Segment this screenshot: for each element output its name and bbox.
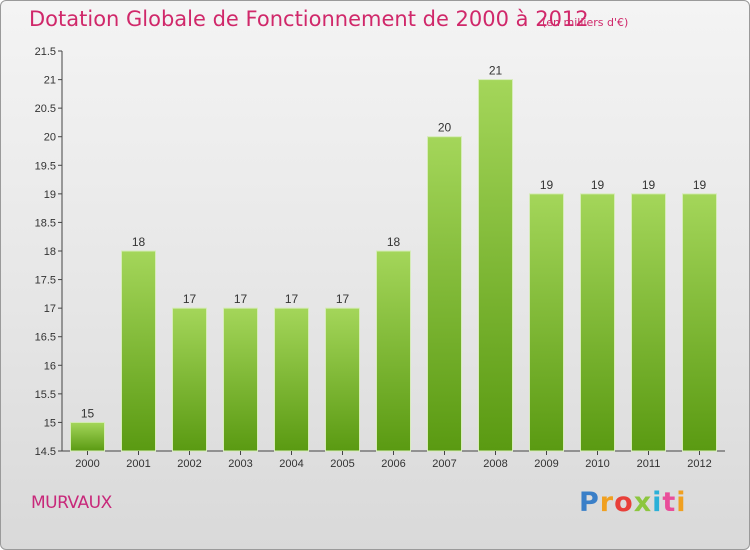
x-tick-label: 2012 <box>687 458 711 470</box>
x-ticks: 2000 2001 2002 2003 2004 2005 2006 2007 2008 2009… <box>75 451 712 470</box>
y-tick-label: 15.5 <box>35 389 56 401</box>
logo-letter: i <box>676 487 687 518</box>
x-tick-label: 2001 <box>126 458 150 470</box>
x-tick-label: 2011 <box>637 458 661 470</box>
logo-letter: t <box>662 487 677 518</box>
y-tick-label: 15 <box>44 417 56 429</box>
x-tick-label: 2007 <box>432 458 456 470</box>
value-label: 19 <box>540 178 554 192</box>
logo-letter: i <box>652 487 663 518</box>
y-tick-label: 19.5 <box>35 160 56 172</box>
y-tick-label: 16.5 <box>35 332 56 344</box>
bar-2008 <box>478 79 513 452</box>
logo-letter: P <box>579 487 600 518</box>
value-label: 15 <box>81 406 95 420</box>
bar-2009 <box>529 193 564 452</box>
y-tick-label: 18 <box>44 246 56 258</box>
y-ticks: 14.5 15 15.5 16 16.5 17 17.5 18 18.5 19 19.5 20 20.5… <box>35 46 62 458</box>
y-tick-label: 17 <box>44 303 56 315</box>
bar-2001 <box>121 250 156 452</box>
value-label: 17 <box>234 292 248 306</box>
bar-2005 <box>325 307 360 452</box>
bar-2012 <box>682 193 717 452</box>
value-label: 17 <box>183 292 197 306</box>
x-tick-label: 2010 <box>585 458 609 470</box>
y-tick-label: 19 <box>44 189 56 201</box>
y-tick-label: 16 <box>44 360 56 372</box>
bar-2004 <box>274 307 309 452</box>
y-tick-label: 20.5 <box>35 103 56 115</box>
y-tick-label: 17.5 <box>35 275 56 287</box>
value-label: 18 <box>132 235 146 249</box>
logo-letter: o <box>614 487 634 518</box>
bar-2006 <box>376 250 411 452</box>
x-tick-label: 2002 <box>177 458 201 470</box>
x-tick-label: 2008 <box>483 458 507 470</box>
chart-subtitle: (en milliers d'€) <box>542 16 629 29</box>
value-label: 17 <box>336 292 350 306</box>
y-tick-label: 18.5 <box>35 217 56 229</box>
value-label: 20 <box>438 121 452 135</box>
x-tick-label: 2000 <box>75 458 99 470</box>
city-name: MURVAUX <box>31 493 112 513</box>
logo-letter: x <box>633 487 653 518</box>
bar-2003 <box>223 307 258 452</box>
value-label: 17 <box>285 292 299 306</box>
x-tick-label: 2009 <box>534 458 558 470</box>
bar-2002 <box>172 307 207 452</box>
y-tick-label: 21 <box>44 75 56 87</box>
bars: 15 18 17 17 17 17 18 20 21 19 19 19 19 <box>70 64 717 452</box>
bar-2000 <box>70 421 105 452</box>
value-label: 19 <box>591 178 605 192</box>
x-tick-label: 2004 <box>279 458 303 470</box>
bar-2011 <box>631 193 666 452</box>
y-tick-label: 14.5 <box>35 446 56 458</box>
y-tick-label: 21.5 <box>35 46 56 58</box>
proxiti-logo[interactable]: Proxiti <box>579 487 687 518</box>
x-tick-label: 2003 <box>228 458 252 470</box>
value-label: 19 <box>693 178 707 192</box>
bar-2007 <box>427 136 462 452</box>
x-tick-label: 2005 <box>330 458 354 470</box>
logo-letter: r <box>599 487 615 518</box>
chart-title: Dotation Globale de Fonctionnement de 20… <box>29 7 589 31</box>
value-label: 21 <box>489 64 503 78</box>
bar-2010 <box>580 193 615 452</box>
value-label: 18 <box>387 235 401 249</box>
value-label: 19 <box>642 178 656 192</box>
x-tick-label: 2006 <box>381 458 405 470</box>
y-tick-label: 20 <box>44 132 56 144</box>
